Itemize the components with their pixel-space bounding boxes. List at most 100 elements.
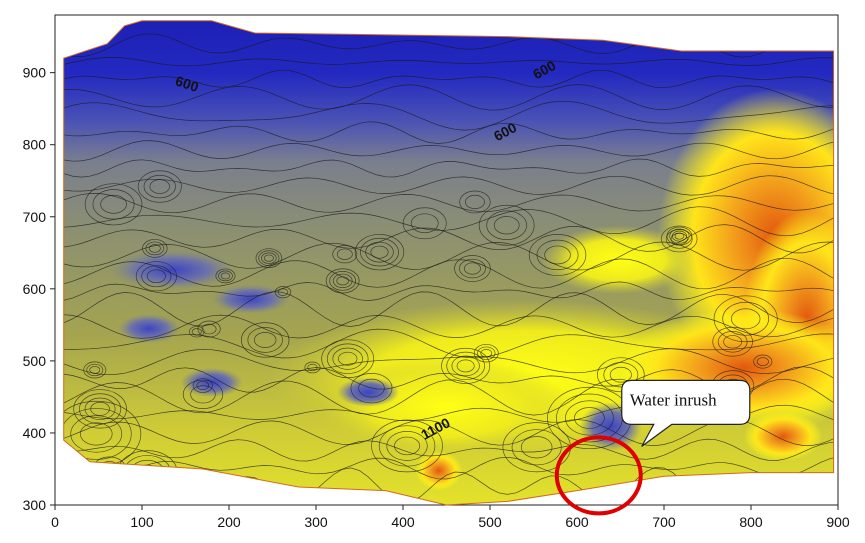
contour-ring: [100, 194, 127, 214]
contour-ring: [191, 328, 202, 336]
x-tick-label: 300: [304, 514, 328, 530]
contour-ring: [73, 389, 127, 429]
contour-ring: [465, 194, 485, 210]
contour-ring: [145, 241, 165, 256]
contour-ring: [332, 273, 353, 289]
contour-ring: [326, 343, 369, 374]
contour-ring: [670, 232, 688, 245]
contour-ring: [713, 295, 778, 343]
contour-ring: [511, 429, 562, 466]
x-tick-label: 100: [130, 514, 154, 530]
fill-blob: [109, 250, 236, 290]
contour-ring: [304, 361, 321, 374]
contour-ring: [459, 190, 491, 214]
contour-ring: [665, 229, 693, 249]
contour-line: [63, 281, 834, 302]
contour-ring: [477, 346, 496, 360]
x-tick-label: 700: [652, 514, 676, 530]
contour-line: [63, 69, 834, 89]
contour-ring: [365, 241, 394, 263]
contour-ring: [141, 265, 172, 288]
contour-ring: [136, 464, 159, 481]
contour-ring: [149, 179, 170, 194]
y-tick-label: 800: [23, 137, 47, 153]
contour-ring: [371, 419, 443, 473]
water-inrush-label: Water inrush: [630, 390, 717, 409]
contour-line: [63, 456, 834, 480]
contour-line: [63, 348, 834, 376]
contour-ring: [142, 239, 168, 258]
x-tick-label: 500: [478, 514, 502, 530]
contour-ring: [730, 308, 761, 330]
contour-ring: [520, 436, 553, 459]
contour-ring: [137, 170, 182, 203]
contour-ring: [336, 276, 349, 286]
contour-line: [63, 193, 834, 214]
contour-ring: [338, 351, 358, 366]
contour-ring: [544, 245, 571, 265]
contour-ring: [84, 397, 116, 421]
contour-ring: [79, 422, 113, 446]
y-tick-label: 300: [23, 497, 47, 513]
contour-ring: [669, 228, 690, 244]
annotations: Water inrush: [554, 379, 751, 516]
contour-ring: [86, 363, 104, 377]
contour-ring: [196, 380, 210, 391]
contour-ring: [258, 250, 280, 266]
contour-ring: [350, 373, 393, 404]
contour-ring: [722, 301, 770, 336]
contour-ring: [597, 357, 645, 393]
contour-ring: [63, 408, 132, 460]
contour-fill: [63, 20, 834, 505]
x-tick-label: 800: [739, 514, 763, 530]
contour-line: [63, 100, 834, 131]
contour-ring: [135, 261, 177, 292]
fill-blob: [540, 225, 698, 295]
x-tick-label: 400: [391, 514, 415, 530]
contour-ring: [336, 248, 353, 260]
contour-ring: [446, 351, 485, 381]
contour-line: [63, 158, 834, 178]
contour-ring: [478, 204, 535, 246]
contour-ring: [463, 262, 481, 275]
contour-ring: [146, 269, 166, 284]
contour-ring: [247, 327, 283, 353]
contour-line: [63, 241, 834, 271]
contour-ring: [307, 363, 318, 372]
y-tick-label: 500: [23, 353, 47, 369]
contour-ring: [84, 183, 143, 226]
contour-ring: [410, 213, 439, 234]
contour-ring: [190, 385, 216, 404]
contour-ring: [378, 425, 436, 467]
contour-line: [63, 438, 834, 462]
contour-line: [63, 257, 834, 290]
x-tick-label: 200: [217, 514, 241, 530]
contour-ring: [192, 378, 213, 393]
contour-ring: [386, 431, 428, 461]
contour-ring: [360, 237, 399, 267]
contour-ring: [182, 379, 224, 409]
contour-ring: [92, 189, 135, 220]
contour-ring: [603, 362, 639, 388]
contour-ring: [220, 272, 231, 280]
y-tick-label: 600: [23, 281, 47, 297]
contour-ring: [451, 355, 480, 377]
contour-ring: [660, 225, 698, 253]
contour-line: [63, 175, 834, 196]
contour-ring: [712, 326, 753, 357]
y-tick-label: 400: [23, 425, 47, 441]
contour-ring: [370, 245, 389, 259]
contour-ring: [277, 288, 289, 296]
data-boundary: [63, 20, 835, 506]
fill-blob: [117, 313, 181, 344]
contour-ring: [189, 326, 205, 338]
contour-ring: [394, 436, 421, 456]
y-tick-label: 900: [23, 65, 47, 81]
contour-label-group: 600: [173, 73, 200, 96]
x-tick-label: 0: [51, 514, 59, 530]
contour-ring: [70, 415, 123, 453]
fill-blob: [211, 284, 290, 314]
contour-ring: [321, 339, 375, 379]
contour-line: [63, 291, 834, 327]
